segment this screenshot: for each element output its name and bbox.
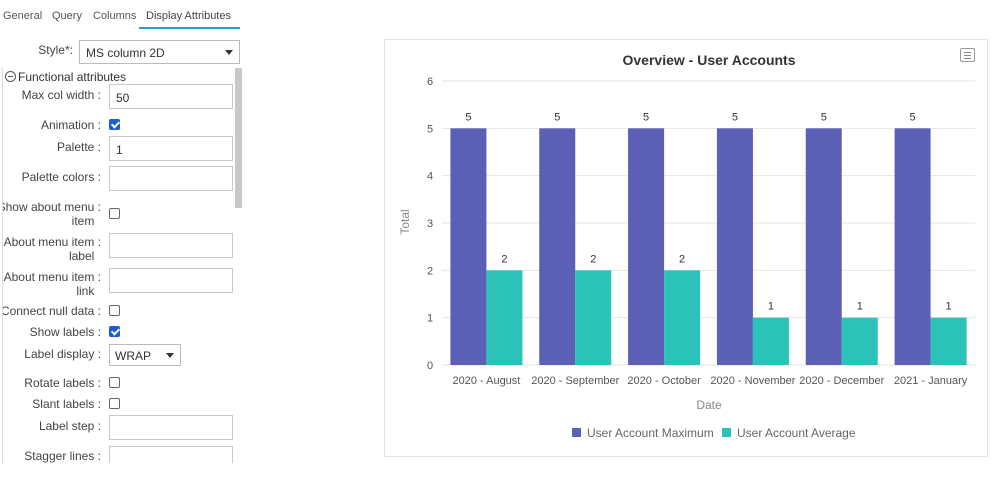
animation-label: Animation : bbox=[40, 118, 101, 132]
bar-maximum bbox=[450, 128, 487, 365]
tab-query[interactable]: Query bbox=[52, 10, 82, 22]
style-select[interactable]: MS column 2D bbox=[79, 40, 240, 64]
x-tick-label: 2020 - November bbox=[710, 375, 795, 387]
legend-label: User Account Maximum bbox=[587, 426, 714, 440]
about-menu-item-link-input[interactable] bbox=[109, 268, 233, 293]
tab-bar: General Query Columns Display Attributes bbox=[0, 0, 240, 30]
bar-maximum bbox=[805, 128, 842, 365]
palette-colors-label: Palette colors : bbox=[21, 170, 101, 184]
y-tick-label: 5 bbox=[427, 123, 433, 135]
label-step-label: Label step : bbox=[38, 419, 101, 433]
connect-null-data-checkbox[interactable] bbox=[109, 305, 120, 316]
bar-average bbox=[664, 270, 701, 365]
label-step-input[interactable] bbox=[109, 415, 233, 440]
data-label: 1 bbox=[768, 301, 774, 313]
data-label: 1 bbox=[946, 301, 952, 313]
about-menu-item-label-input[interactable] bbox=[109, 233, 233, 258]
bar-maximum bbox=[539, 128, 576, 365]
label-display-label: Label display : bbox=[24, 347, 101, 361]
chevron-down-icon bbox=[225, 50, 233, 55]
bar-average bbox=[575, 270, 612, 365]
bar-maximum bbox=[716, 128, 753, 365]
y-tick-label: 2 bbox=[427, 265, 433, 277]
collapse-icon[interactable] bbox=[5, 71, 16, 82]
active-tab-indicator bbox=[139, 27, 240, 29]
x-axis-title: Date bbox=[696, 398, 722, 412]
palette-label: Palette : bbox=[56, 140, 101, 154]
y-tick-label: 4 bbox=[427, 171, 433, 183]
y-tick-label: 0 bbox=[427, 360, 433, 372]
palette-colors-input[interactable] bbox=[109, 166, 233, 191]
max-col-width-label: Max col width : bbox=[21, 88, 101, 102]
x-tick-label: 2020 - October bbox=[627, 375, 701, 387]
data-label: 2 bbox=[679, 253, 685, 265]
data-label: 5 bbox=[910, 111, 916, 123]
bar-average bbox=[841, 317, 878, 365]
show-about-menu-item-checkbox[interactable] bbox=[109, 208, 120, 219]
chevron-down-icon bbox=[166, 353, 174, 358]
y-tick-label: 1 bbox=[427, 313, 433, 325]
bar-maximum bbox=[894, 128, 931, 365]
tab-general[interactable]: General bbox=[3, 10, 43, 22]
y-axis-title: Total bbox=[398, 209, 412, 234]
data-label: 5 bbox=[821, 111, 827, 123]
legend-label: User Account Average bbox=[737, 426, 856, 440]
show-about-menu-item-label: Show about menu : item bbox=[2, 200, 101, 228]
slant-labels-checkbox[interactable] bbox=[109, 398, 120, 409]
legend-swatch bbox=[722, 428, 731, 437]
show-labels-label: Show labels : bbox=[29, 325, 101, 339]
scrollbar-thumb[interactable] bbox=[235, 68, 242, 208]
bar-average bbox=[930, 317, 967, 365]
stagger-lines-input[interactable] bbox=[109, 446, 233, 463]
section-title: Functional attributes bbox=[18, 70, 127, 84]
data-label: 5 bbox=[554, 111, 560, 123]
data-label: 5 bbox=[465, 111, 471, 123]
x-tick-label: 2020 - September bbox=[531, 375, 619, 387]
slant-labels-label: Slant labels : bbox=[32, 397, 101, 411]
x-tick-label: 2020 - August bbox=[452, 375, 520, 387]
label-display-value: WRAP bbox=[115, 349, 151, 363]
data-label: 1 bbox=[857, 301, 863, 313]
tab-display-attributes[interactable]: Display Attributes bbox=[146, 10, 231, 22]
style-label: Style*: bbox=[38, 43, 73, 57]
y-tick-label: 6 bbox=[427, 76, 433, 88]
rotate-labels-label: Rotate labels : bbox=[24, 376, 101, 390]
about-menu-item-link-label: About menu item : link bbox=[3, 270, 101, 298]
label-display-select[interactable]: WRAP bbox=[109, 344, 181, 366]
max-col-width-input[interactable]: 50 bbox=[109, 84, 233, 109]
bar-maximum bbox=[628, 128, 665, 365]
chart-title: Overview - User Accounts bbox=[623, 52, 796, 68]
data-label: 5 bbox=[643, 111, 649, 123]
bar-average bbox=[752, 317, 789, 365]
data-label: 2 bbox=[590, 253, 596, 265]
rotate-labels-checkbox[interactable] bbox=[109, 377, 120, 388]
data-label: 2 bbox=[501, 253, 507, 265]
connect-null-data-label: Connect null data : bbox=[2, 304, 101, 318]
tab-columns[interactable]: Columns bbox=[93, 10, 137, 22]
show-labels-checkbox[interactable] bbox=[109, 326, 120, 337]
bar-average bbox=[486, 270, 523, 365]
x-tick-label: 2021 - January bbox=[894, 375, 968, 387]
x-tick-label: 2020 - December bbox=[799, 375, 884, 387]
data-label: 5 bbox=[732, 111, 738, 123]
functional-attributes-panel: Functional attributes Max col width : 50… bbox=[2, 68, 242, 463]
legend-swatch bbox=[572, 428, 581, 437]
palette-input[interactable]: 1 bbox=[109, 136, 233, 161]
section-header[interactable]: Functional attributes bbox=[5, 70, 126, 84]
y-tick-label: 3 bbox=[427, 218, 433, 230]
about-menu-item-label-label: About menu item : label bbox=[3, 235, 101, 263]
stagger-lines-label: Stagger lines : bbox=[24, 449, 101, 463]
style-select-value: MS column 2D bbox=[86, 46, 165, 60]
chart-menu-icon[interactable] bbox=[960, 48, 975, 62]
animation-checkbox[interactable] bbox=[109, 119, 120, 130]
